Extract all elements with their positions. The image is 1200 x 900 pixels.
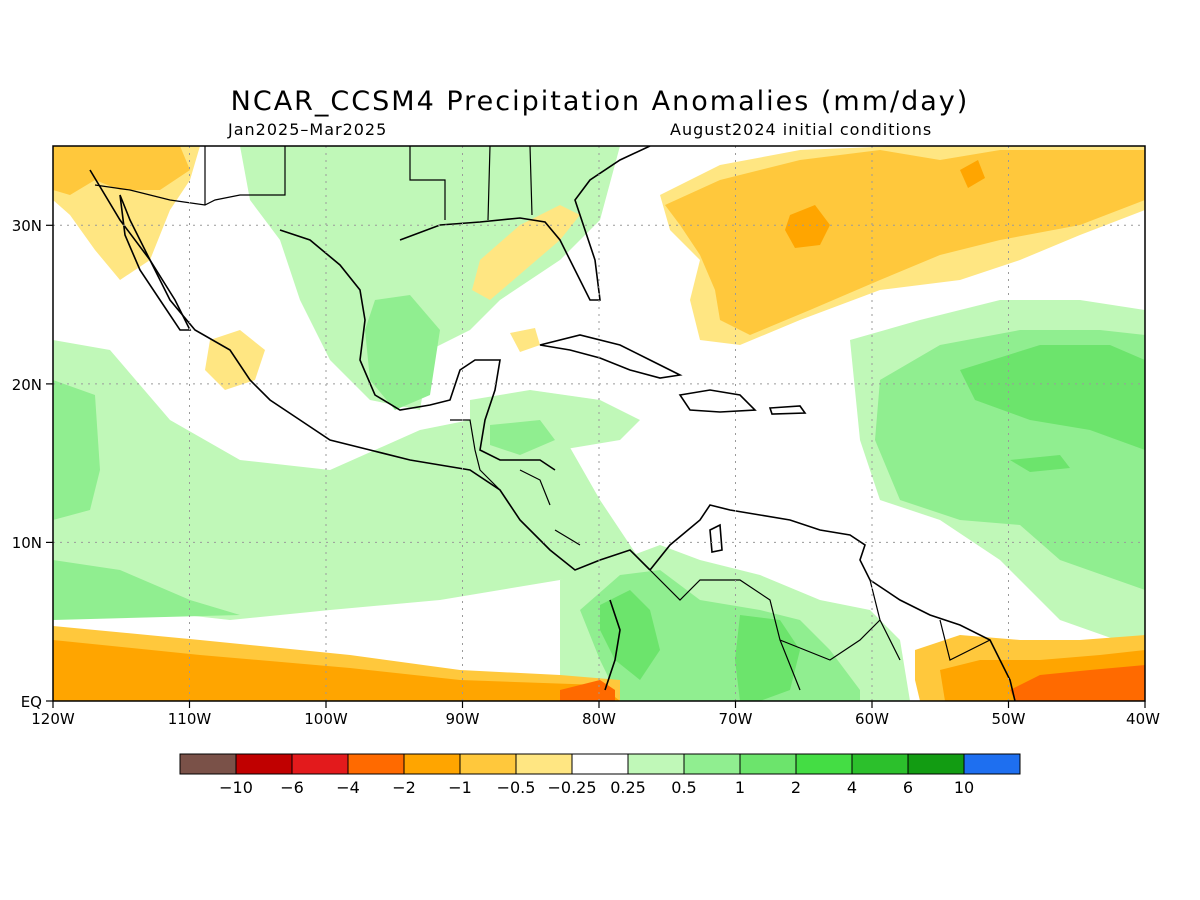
amazon-wet-core <box>735 615 800 701</box>
lon-label: 80W <box>582 710 616 728</box>
lat-label: 20N <box>12 376 42 394</box>
atlantic-dry-core <box>785 205 830 248</box>
lake-maracaibo <box>709 523 723 553</box>
colorbar-label: 10 <box>954 778 974 797</box>
lon-label: 120W <box>31 710 75 728</box>
colorbar-swatch <box>739 753 797 775</box>
graticule <box>53 146 1145 701</box>
colorbar-swatch <box>851 753 909 775</box>
pacific-wet-south <box>53 560 240 620</box>
lat-label: EQ <box>21 693 42 711</box>
ecuador-dry-core <box>560 680 615 701</box>
gulf-dry-patch <box>472 205 580 300</box>
lon-label: 90W <box>446 710 480 728</box>
lon-label: 40W <box>1126 710 1160 728</box>
us-mexico-border <box>94 146 286 206</box>
colorbar-label: −0.25 <box>547 778 596 797</box>
lat-label: 10N <box>12 534 42 552</box>
lon-label: 100W <box>304 710 348 728</box>
colorbar-label: 0.25 <box>610 778 646 797</box>
colorbar: −10 −6 −4 −2 −1 −0.5 −0.25 0.25 0.5 1 2 4 6 10 <box>179 753 1021 797</box>
lon-label: 70W <box>719 710 753 728</box>
south-america-borders <box>649 569 991 691</box>
eq-pacific-dry-strip <box>53 620 560 652</box>
colorbar-swatch <box>403 753 461 775</box>
borders <box>94 146 991 691</box>
colorbar-swatch <box>795 753 853 775</box>
colombia-pacific-coast <box>604 599 621 691</box>
south-america-north-coast <box>649 504 1016 701</box>
anomaly-field <box>53 146 1145 701</box>
gulf-coast <box>279 229 556 471</box>
colorbar-label: 0.5 <box>671 778 696 797</box>
colorbar-label: 2 <box>791 778 801 797</box>
forecast-period: Jan2025–Mar2025 <box>228 120 388 139</box>
gulf-wet-region <box>240 146 620 410</box>
atlantic-dry-mid <box>665 150 1145 335</box>
map-title: NCAR_CCSM4 Precipitation Anomalies (mm/d… <box>230 86 970 117</box>
lon-tick-labels: 120W 110W 100W 90W 80W 70W 60W 50W 40W <box>31 710 1160 728</box>
colorbar-swatch <box>683 753 741 775</box>
colorbar-label: −6 <box>280 778 304 797</box>
pacific-wet-region <box>53 340 640 620</box>
atlantic-wet-core2 <box>1010 455 1070 472</box>
colorbar-swatch <box>627 753 685 775</box>
coastlines <box>89 146 1016 701</box>
lon-label: 50W <box>992 710 1026 728</box>
colorbar-swatch <box>179 753 237 775</box>
lon-label: 60W <box>855 710 889 728</box>
colorbar-label: −1 <box>448 778 472 797</box>
atlantic-wet-core <box>960 345 1145 450</box>
colorbar-label: −4 <box>336 778 360 797</box>
colorbar-swatch <box>963 753 1021 775</box>
colorbar-swatch <box>291 753 349 775</box>
colorbar-swatch <box>515 753 573 775</box>
lat-label: 30N <box>12 217 42 235</box>
colorbar-swatch <box>571 753 629 775</box>
gulf-wet-core <box>365 295 440 410</box>
initial-conditions: August2024 initial conditions <box>670 120 933 139</box>
us-state-lines <box>409 146 533 221</box>
mexico-west-dry-core <box>53 146 190 195</box>
baja-california <box>119 194 192 331</box>
lat-tick-labels: EQ 10N 20N 30N <box>12 217 42 711</box>
colorbar-swatch <box>459 753 517 775</box>
cuba <box>539 334 683 379</box>
colorbar-label: 6 <box>903 778 913 797</box>
colorbar-swatch <box>907 753 965 775</box>
colorbar-swatch <box>235 753 293 775</box>
colorbar-label: 4 <box>847 778 857 797</box>
ne-brazil-dry-core <box>1010 665 1145 701</box>
colorbar-label: −0.5 <box>497 778 536 797</box>
colorbar-swatch <box>347 753 405 775</box>
colorbar-label: −10 <box>219 778 253 797</box>
yucatan-dry-patch <box>510 328 540 352</box>
caribbean-wet-core <box>490 420 555 455</box>
colorbar-label: −2 <box>392 778 416 797</box>
colorbar-label: 1 <box>735 778 745 797</box>
mexico-pacific-coast <box>89 169 651 571</box>
hispaniola <box>678 389 757 413</box>
pacific-wet-core <box>53 380 100 520</box>
eq-pacific-dry-band-mid <box>53 640 620 701</box>
atlantic-dry-core2 <box>960 160 985 188</box>
central-america-borders <box>450 419 581 546</box>
lon-label: 110W <box>168 710 212 728</box>
tick-marks <box>46 224 1146 708</box>
puerto-rico <box>768 405 807 415</box>
us-gulf-coast <box>399 146 651 301</box>
